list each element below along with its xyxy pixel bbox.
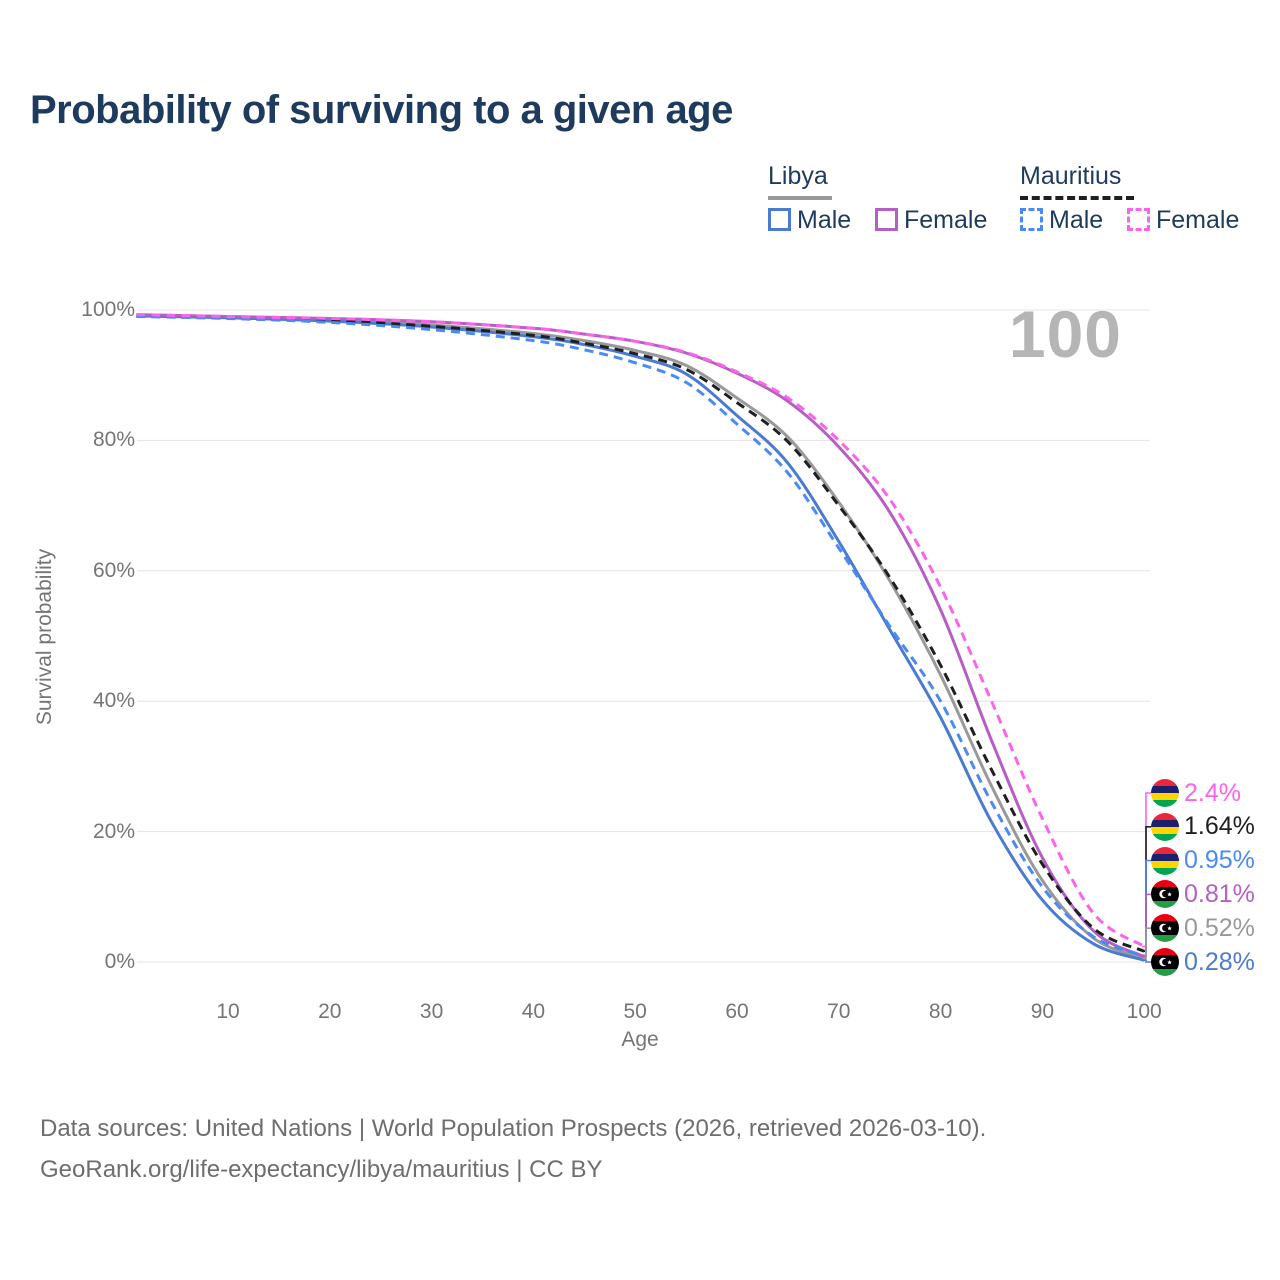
x-tick-50: 50: [623, 1000, 647, 1023]
x-tick-80: 80: [928, 1000, 953, 1023]
end-label-libya-all: 0.52%: [1151, 913, 1255, 943]
end-label-mauritius-male: 0.95%: [1151, 846, 1255, 876]
legend-swatch-mauritius-female[interactable]: [1127, 208, 1150, 231]
legend-swatch-libya-male[interactable]: [768, 208, 791, 231]
curve-mauritius-female: [136, 313, 1146, 948]
footer-source-line: Data sources: United Nations | World Pop…: [40, 1115, 987, 1142]
x-tick-30: 30: [419, 1000, 444, 1023]
legend-label-mauritius-male[interactable]: Male: [1049, 206, 1104, 234]
end-label-mauritius-female: 2.4%: [1151, 778, 1241, 808]
x-axis-title: Age: [621, 1028, 659, 1051]
libya-flag-icon: [1151, 914, 1179, 943]
x-tick-100: 100: [1126, 1000, 1162, 1023]
end-label-value: 0.52%: [1184, 913, 1255, 942]
y-axis-title: Survival probability: [33, 548, 56, 726]
end-label-value: 0.81%: [1184, 879, 1255, 908]
y-tick-80: 80%: [92, 428, 135, 452]
legend-swatch-libya-female[interactable]: [875, 208, 898, 231]
age-watermark: 100: [1008, 297, 1122, 371]
page-title: Probability of surviving to a given age: [30, 88, 733, 132]
end-label-libya-female: 0.81%: [1151, 879, 1255, 909]
legend-label-libya-female[interactable]: Female: [904, 206, 988, 234]
curve-libya-all: [136, 313, 1145, 961]
end-label-libya-male: 0.28%: [1151, 947, 1255, 977]
x-tick-60: 60: [725, 1000, 749, 1023]
legend-group-libya: Libya: [768, 162, 828, 190]
end-label-value: 0.95%: [1184, 846, 1255, 875]
end-label-mauritius-all: 1.64%: [1151, 812, 1255, 842]
mauritius-flag-icon: [1151, 812, 1179, 841]
y-tick-40: 40%: [92, 689, 135, 713]
end-label-connector-libya-male: [1142, 959, 1151, 963]
footer-url-line: GeoRank.org/life-expectancy/libya/maurit…: [40, 1156, 603, 1183]
x-tick-10: 10: [216, 1000, 240, 1023]
end-label-value: 0.28%: [1184, 947, 1255, 976]
legend-underline-libya: [768, 196, 832, 200]
y-tick-0: 0%: [104, 950, 135, 973]
libya-flag-icon: [1151, 948, 1179, 976]
y-tick-20: 20%: [92, 819, 135, 843]
legend-label-libya-male[interactable]: Male: [797, 206, 852, 234]
x-tick-40: 40: [521, 1000, 546, 1023]
libya-flag-icon: [1151, 880, 1179, 909]
mauritius-flag-icon: [1151, 846, 1179, 875]
curve-libya-male: [136, 314, 1145, 962]
x-tick-20: 20: [318, 1000, 342, 1023]
curve-mauritius-all: [136, 314, 1145, 953]
x-tick-70: 70: [827, 1000, 851, 1023]
y-tick-60: 60%: [92, 558, 135, 582]
end-label-connector-libya-female: [1142, 893, 1151, 958]
curve-libya-female: [136, 313, 1145, 959]
x-tick-90: 90: [1030, 1000, 1055, 1023]
curve-mauritius-male: [136, 315, 1145, 958]
legend-swatch-mauritius-male[interactable]: [1020, 208, 1043, 231]
end-label-value: 2.4%: [1184, 778, 1241, 807]
legend-underline-mauritius: [1020, 196, 1134, 200]
end-label-connector-libya-all: [1142, 927, 1151, 960]
legend-label-mauritius-female[interactable]: Female: [1156, 206, 1240, 234]
end-label-value: 1.64%: [1184, 812, 1255, 841]
legend-group-mauritius: Mauritius: [1020, 162, 1122, 190]
mauritius-flag-icon: [1151, 779, 1179, 807]
y-tick-100: 100%: [81, 298, 135, 321]
footer: Data sources: United Nations | World Pop…: [40, 1108, 986, 1190]
